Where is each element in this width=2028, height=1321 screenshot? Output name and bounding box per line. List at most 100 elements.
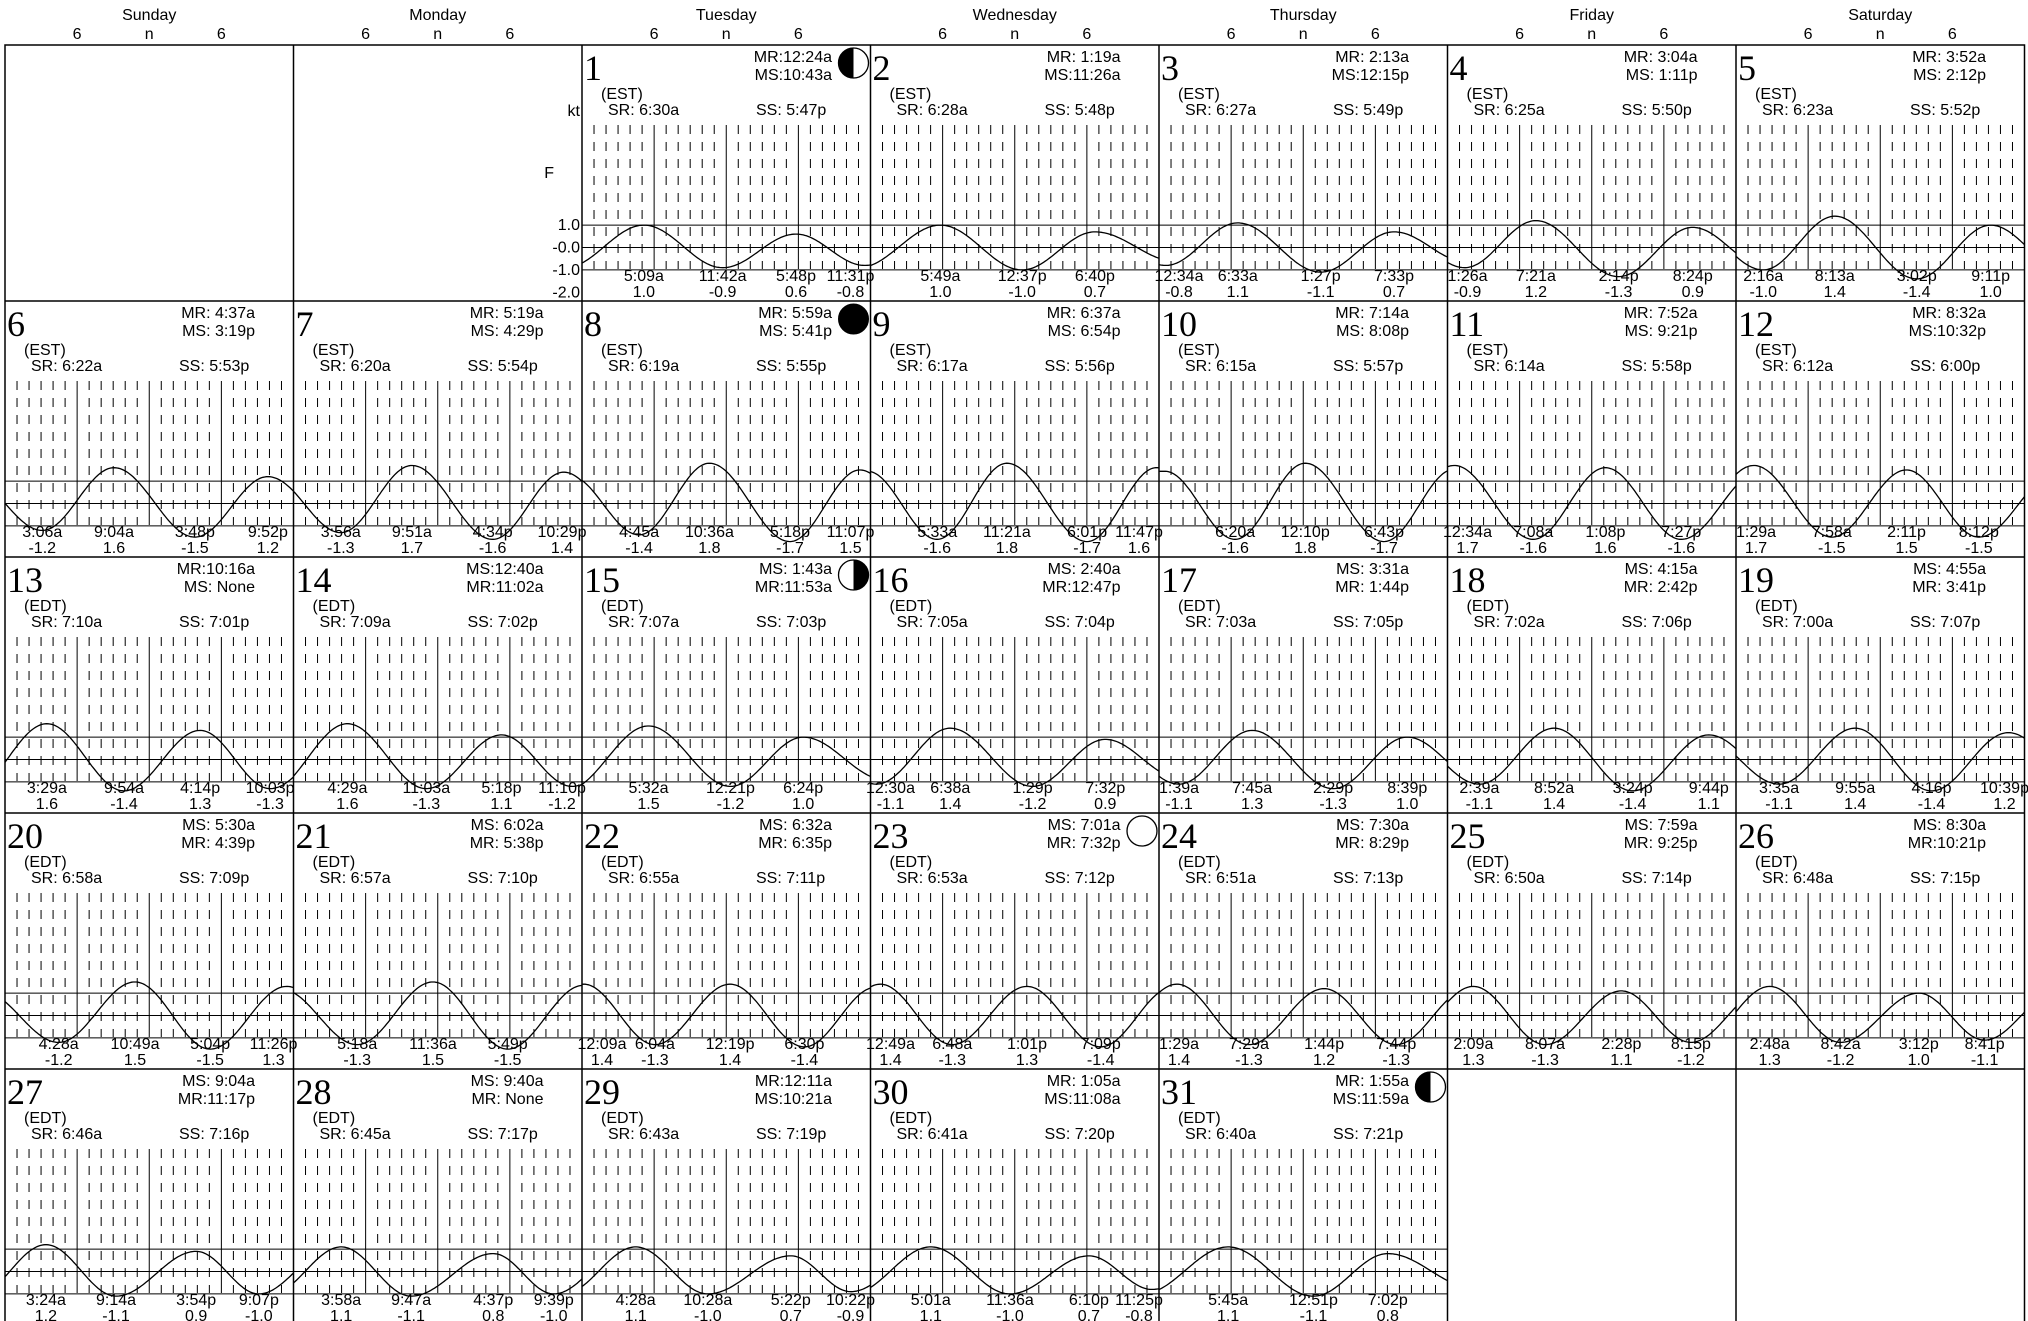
event-value: -1.4 xyxy=(110,796,138,813)
day-number: 24 xyxy=(1161,816,1197,856)
current-curve xyxy=(1447,985,1737,1046)
event-value: 1.1 xyxy=(1610,1052,1632,1069)
event-time: 8:07a xyxy=(1525,1036,1565,1053)
event-value: -1.0 xyxy=(1749,284,1777,301)
current-curve xyxy=(4,723,294,792)
event-value: -1.3 xyxy=(1531,1052,1559,1069)
hour-label: 6 xyxy=(217,26,226,43)
weekday-header: Tuesday xyxy=(696,7,757,24)
current-curve xyxy=(4,1244,294,1297)
event-value: -1.5 xyxy=(196,1052,224,1069)
weekday-header: Sunday xyxy=(122,7,176,24)
slack-max-event: 2:16a-1.0 xyxy=(1743,268,1783,301)
timezone-label: (EST) xyxy=(601,342,643,359)
current-curve xyxy=(581,725,871,788)
moon-time-1: MR: 5:59a xyxy=(758,305,832,322)
sunrise-time: SR: 7:07a xyxy=(608,614,679,631)
day-number: 7 xyxy=(296,304,314,344)
slack-max-event: 1:29p-1.2 xyxy=(1013,780,1053,813)
event-time: 12:49a xyxy=(866,1036,915,1053)
day-number: 16 xyxy=(873,560,909,600)
event-value: -1.2 xyxy=(1827,1052,1855,1069)
current-curve xyxy=(1735,215,2025,280)
day-number: 4 xyxy=(1450,48,1468,88)
day-number: 29 xyxy=(584,1072,620,1112)
event-value: 1.3 xyxy=(1241,796,1263,813)
event-value: -1.3 xyxy=(1605,284,1633,301)
event-value: 0.7 xyxy=(1084,284,1106,301)
slack-max-event: 5:04p-1.5 xyxy=(190,1036,230,1069)
event-time: 1:29a xyxy=(1736,524,1776,541)
event-time: 9:55a xyxy=(1835,780,1875,797)
sunrise-time: SR: 6:50a xyxy=(1474,870,1545,887)
event-value: -1.7 xyxy=(776,540,804,557)
event-time: 11:10p xyxy=(538,780,586,797)
event-time: 8:42a xyxy=(1821,1036,1861,1053)
event-value: -1.0 xyxy=(1008,284,1036,301)
sunset-time: SS: 7:15p xyxy=(1910,870,1980,887)
hour-label: n xyxy=(433,26,442,43)
event-value: 1.4 xyxy=(1824,284,1846,301)
event-value: -0.8 xyxy=(837,284,865,301)
event-time: 10:03p xyxy=(246,780,295,797)
sunset-time: SS: 7:20p xyxy=(1045,1126,1115,1143)
slack-max-event: 8:41p-1.1 xyxy=(1965,1036,2005,1069)
current-curve xyxy=(1158,983,1448,1046)
event-value: 0.8 xyxy=(482,1308,504,1321)
slack-max-event: 12:21p-1.2 xyxy=(706,780,755,813)
event-value: -1.7 xyxy=(1073,540,1101,557)
current-curve xyxy=(1158,1246,1448,1297)
event-time: 2:39a xyxy=(1459,780,1499,797)
sunrise-time: SR: 6:15a xyxy=(1185,358,1256,375)
event-time: 9:54a xyxy=(104,780,144,797)
timezone-label: (EST) xyxy=(890,342,932,359)
event-time: 12:21p xyxy=(706,780,755,797)
event-time: 10:36a xyxy=(685,524,734,541)
day-number: 17 xyxy=(1161,560,1197,600)
event-value: 1.8 xyxy=(1294,540,1316,557)
sunrise-time: SR: 6:25a xyxy=(1474,102,1545,119)
sunrise-time: SR: 6:22a xyxy=(31,358,102,375)
event-value: -1.4 xyxy=(1087,1052,1115,1069)
sunset-time: SS: 7:05p xyxy=(1333,614,1403,631)
event-value: 1.2 xyxy=(35,1308,57,1321)
event-time: 6:38a xyxy=(930,780,970,797)
slack-max-event: 5:18a-1.3 xyxy=(337,1036,377,1069)
event-time: 11:03a xyxy=(402,780,450,797)
event-time: 6:33a xyxy=(1218,268,1258,285)
weekday-header: Wednesday xyxy=(973,7,1057,24)
day-number: 14 xyxy=(296,560,332,600)
hour-label: 6 xyxy=(505,26,514,43)
event-time: 10:22p xyxy=(826,1292,875,1309)
sunrise-time: SR: 6:53a xyxy=(897,870,968,887)
hour-label: n xyxy=(1876,26,1885,43)
event-time: 4:28a xyxy=(616,1292,656,1309)
current-curve xyxy=(293,464,583,540)
current-curve xyxy=(581,462,871,543)
slack-max-event: 10:28a-1.0 xyxy=(683,1292,732,1321)
event-time: 9:44p xyxy=(1689,780,1729,797)
moon-time-1: MS: 5:30a xyxy=(182,817,255,834)
event-time: 3:12p xyxy=(1899,1036,1939,1053)
event-time: 4:14p xyxy=(180,780,220,797)
current-curve xyxy=(293,723,583,790)
timezone-label: (EST) xyxy=(313,342,355,359)
event-time: 5:09a xyxy=(624,268,664,285)
